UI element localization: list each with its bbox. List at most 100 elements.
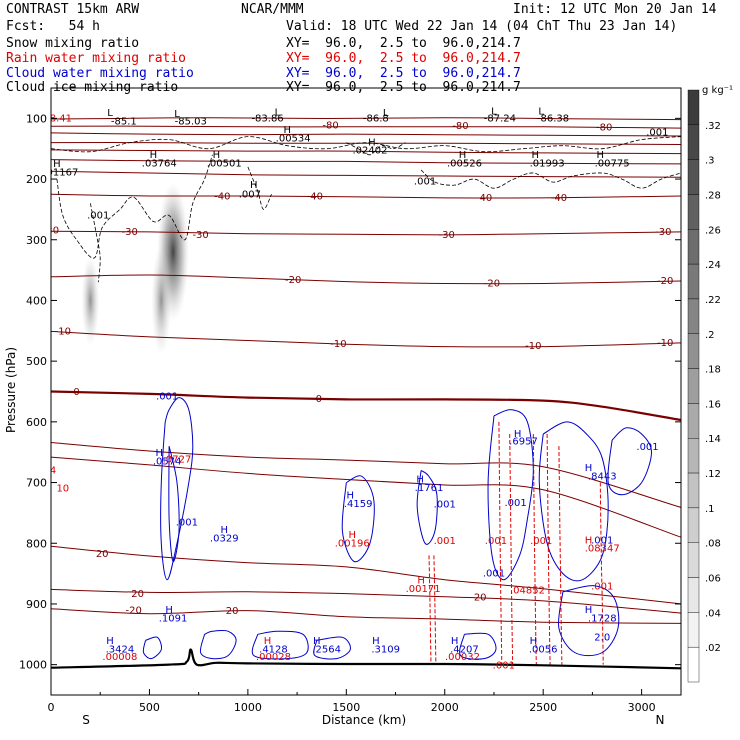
contour-label-48: H <box>416 475 424 486</box>
cloud-water-contour-7 <box>557 585 620 657</box>
contour-label-9: L <box>383 108 389 119</box>
contour-label-54: H <box>514 429 522 440</box>
isotherm-0 <box>51 117 681 121</box>
contour-label-21: .03764 <box>142 158 177 169</box>
init-time: Init: 12 UTC Mon 20 Jan 14 <box>513 2 717 17</box>
x-tick-label-1: 500 <box>139 701 160 714</box>
contour-label-63: H <box>585 535 593 546</box>
contour-label-82: .3109 <box>371 645 400 656</box>
contour-label-83: H <box>451 636 459 647</box>
y-tick-label-8: 900 <box>26 598 47 611</box>
isotherm-label-15: -10 <box>55 326 71 337</box>
contour-label-37: H <box>156 448 164 459</box>
cloud-water-contour-1 <box>168 445 180 563</box>
y-tick-label-2: 300 <box>26 234 47 247</box>
isotherm-16 <box>51 608 681 624</box>
contour-label-36: .001 <box>156 391 178 402</box>
contour-label-80: .2564 <box>312 645 341 656</box>
isotherm-label-0: -80 <box>322 121 338 132</box>
colorbar-unit: g kg⁻¹ <box>702 85 733 96</box>
isotherm-label-6: -40 <box>551 193 567 204</box>
contour-label-68: H <box>585 605 593 616</box>
contour-label-61: H <box>585 463 593 474</box>
isotherm-2 <box>51 132 681 137</box>
colorbar-bin-15 <box>687 612 700 648</box>
cloud-water-contour-3 <box>416 469 438 545</box>
colorbar-bin-1 <box>687 124 700 160</box>
contour-label-70: 2.0 <box>594 632 610 643</box>
contour-label-12: .02402 <box>352 146 387 157</box>
colorbar-tick-label-6: .2 <box>705 330 715 341</box>
colorbar-tick-label-8: .16 <box>705 399 721 410</box>
contour-label-15: L <box>538 107 544 118</box>
colorbar-tick-label-11: .1 <box>705 504 715 515</box>
valid-time: Valid: 18 UTC Wed 22 Jan 14 (04 ChT Thu … <box>286 19 678 34</box>
colorbar-tick-label-12: .08 <box>705 539 721 550</box>
contour-label-14: -87.24 <box>484 113 516 124</box>
colorbar-tick-label-14: .04 <box>705 608 721 619</box>
colorbar-bin-12 <box>687 507 700 543</box>
cloud-water-contour-12 <box>459 632 497 660</box>
contour-label-32: .00775 <box>595 158 630 169</box>
contour-label-5: L <box>275 107 281 118</box>
cloud-ice-contour-0 <box>51 136 681 153</box>
cloud-ice-contour-4 <box>247 166 272 210</box>
colorbar-tick-label-10: .12 <box>705 469 721 480</box>
colorbar-tick-label-3: .26 <box>705 225 721 236</box>
cloud-ice-contour-3 <box>420 169 681 189</box>
contour-label-38: .0574 <box>153 456 182 467</box>
rain-water-contour-7 <box>599 482 604 665</box>
cloud-water-contour-10 <box>251 630 309 660</box>
isotherm-10 <box>51 330 681 348</box>
contour-label-22: H <box>213 150 221 161</box>
contour-label-44: H <box>346 490 354 501</box>
contour-label-28: .001 <box>414 177 436 188</box>
colorbar-tick-label-9: .14 <box>705 434 721 445</box>
contour-label-66: .001 <box>591 581 613 592</box>
isotherm-7 <box>51 193 681 199</box>
y-tick-label-4: 500 <box>26 355 47 368</box>
field-rain-name: Rain water mixing ratio <box>6 51 187 66</box>
field-cloudwater-xy: XY= 96.0, 2.5 to 96.0,214.7 <box>286 66 521 81</box>
contour-label-49: .1761 <box>415 483 444 494</box>
isotherm-label-23: 20 <box>226 606 239 617</box>
rain-water-contour-3 <box>509 433 514 665</box>
contour-label-71: H <box>165 605 173 616</box>
isotherm-9 <box>51 274 681 285</box>
contour-label-55: .6957 <box>509 436 538 447</box>
contour-label-65: .001 <box>591 535 613 546</box>
y-tick-label-6: 700 <box>26 477 47 490</box>
org-label: NCAR/MMM <box>241 2 304 17</box>
contour-label-42: H <box>220 525 228 536</box>
x-tick-label-3: 1500 <box>332 701 360 714</box>
colorbar-tick-label-0: .32 <box>705 121 721 132</box>
contour-label-7: H <box>283 125 291 136</box>
contour-label-13: L <box>491 107 497 118</box>
contour-label-62: .8443 <box>588 472 617 483</box>
isotherm-11 <box>51 390 681 422</box>
field-cloudwater-name: Cloud water mixing ratio <box>6 66 194 81</box>
isotherm-label-25: -20 <box>126 606 142 617</box>
isotherm-1 <box>51 125 681 129</box>
y-tick-label-0: 100 <box>26 112 47 125</box>
contour-label-43: .0329 <box>210 533 239 544</box>
contour-label-45: .4159 <box>344 499 373 510</box>
forecast-hour: Fcst: 54 h <box>6 19 100 34</box>
snow-shading-south <box>81 255 100 346</box>
contour-label-25: .007 <box>239 189 261 200</box>
contour-label-69: .1728 <box>588 614 617 625</box>
contour-label-8: .00534 <box>276 133 311 144</box>
contour-label-81: H <box>372 636 380 647</box>
colorbar-tick-label-2: .28 <box>705 190 721 201</box>
y-axis-label: Pressure (hPa) <box>4 347 18 433</box>
endpoint-left: S <box>82 713 90 727</box>
isotherm-14 <box>51 545 681 605</box>
y-tick-label-3: 400 <box>26 294 47 307</box>
isotherm-15 <box>51 588 681 614</box>
colorbar-tick-label-7: .18 <box>705 365 721 376</box>
contour-label-88: .001 <box>493 660 515 671</box>
isotherm-label-18: -10 <box>657 338 673 349</box>
x-tick-label-4: 2000 <box>431 701 459 714</box>
colorbar-bin-10 <box>687 438 700 474</box>
isotherm-8 <box>51 230 681 236</box>
